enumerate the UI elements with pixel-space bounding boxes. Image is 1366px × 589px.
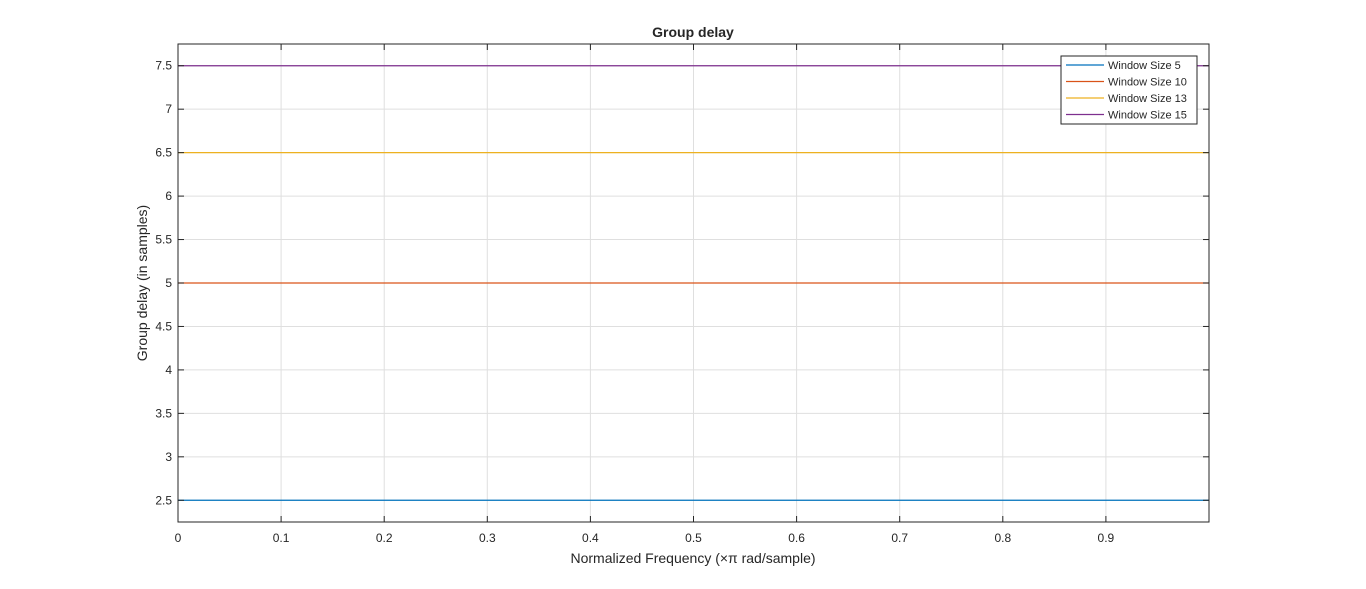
series-lines xyxy=(178,65,1209,501)
y-tick-label: 3.5 xyxy=(155,406,172,420)
y-tick-label: 5.5 xyxy=(155,233,172,247)
x-tick-label: 0.4 xyxy=(582,531,599,545)
x-tick-label: 0.5 xyxy=(685,531,702,545)
y-tick-label: 5 xyxy=(165,276,172,290)
x-axis-label: Normalized Frequency (×π rad/sample) xyxy=(570,550,815,566)
y-tick-label: 4.5 xyxy=(155,319,172,333)
legend-label: Window Size 5 xyxy=(1108,60,1181,72)
y-tick-label: 2.5 xyxy=(155,493,172,507)
legend-label: Window Size 15 xyxy=(1108,110,1187,122)
legend-box xyxy=(1060,55,1198,125)
legend-label: Window Size 10 xyxy=(1108,77,1187,89)
x-tick-label: 0 xyxy=(175,531,182,545)
x-tick-label: 0.1 xyxy=(273,531,290,545)
x-tick-label: 0.7 xyxy=(891,531,908,545)
x-tick-label: 0.3 xyxy=(479,531,496,545)
x-tick-label: 0.9 xyxy=(1098,531,1115,545)
y-tick-label: 7 xyxy=(165,102,172,116)
x-tick-label: 0.6 xyxy=(788,531,805,545)
legend-label: Window Size 13 xyxy=(1108,93,1187,105)
chart-title: Group delay xyxy=(652,24,734,40)
y-tick-label: 4 xyxy=(165,363,172,377)
y-tick-label: 6.5 xyxy=(155,146,172,160)
y-tick-label: 3 xyxy=(165,450,172,464)
y-axis-label: Group delay (in samples) xyxy=(134,205,150,361)
x-tick-label: 0.2 xyxy=(376,531,393,545)
legend-entries: Window Size 5 Window Size 10 Window Size 1… xyxy=(1066,60,1187,122)
y-tick-labels: 2.5 3 3.5 4 4.5 5 5.5 6 6.5 7 7.5 xyxy=(155,59,172,508)
x-tick-labels: 0 0.1 0.2 0.3 0.4 0.5 0.6 0.7 0.8 0.9 xyxy=(175,531,1115,545)
legend: Window Size 5 Window Size 10 Window Size 1… xyxy=(1060,55,1198,125)
axis-ticks xyxy=(177,44,1209,522)
y-tick-label: 6 xyxy=(165,189,172,203)
x-tick-label: 0.8 xyxy=(994,531,1011,545)
y-tick-label: 7.5 xyxy=(155,59,172,73)
